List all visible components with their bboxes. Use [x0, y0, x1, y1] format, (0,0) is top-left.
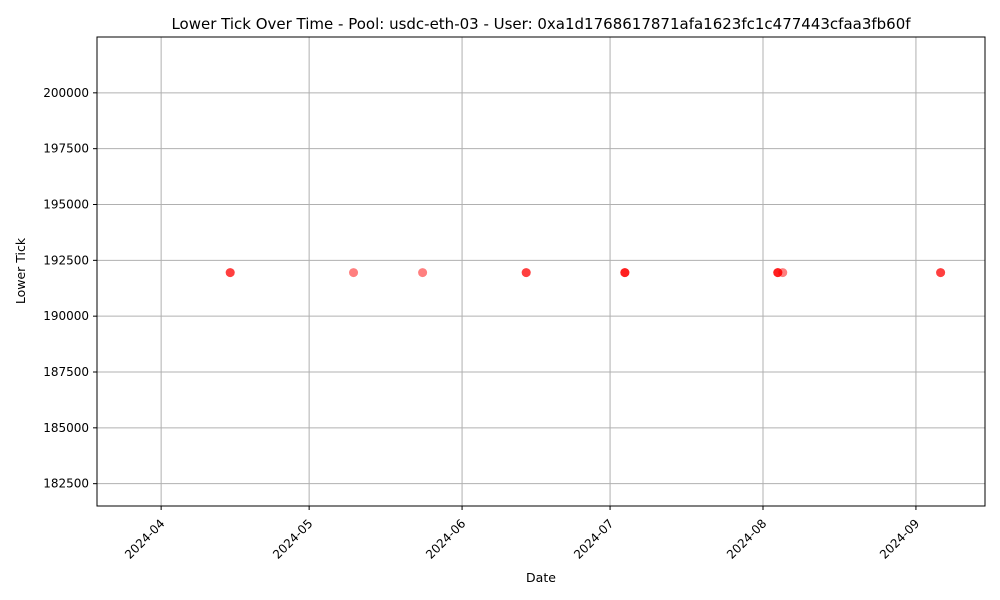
- x-tick-label: 2024-06: [423, 516, 468, 561]
- y-tick-label: 200000: [43, 86, 89, 100]
- y-tick-label: 190000: [43, 309, 89, 323]
- x-tick-label: 2024-08: [724, 516, 769, 561]
- y-tick-label: 182500: [43, 477, 89, 491]
- y-tick-label: 197500: [43, 142, 89, 156]
- grid: [97, 37, 985, 506]
- chart-title: Lower Tick Over Time - Pool: usdc-eth-03…: [171, 15, 911, 33]
- x-tick-label: 2024-05: [270, 516, 315, 561]
- data-point: [620, 268, 630, 278]
- x-tick-label: 2024-09: [877, 516, 922, 561]
- y-tick-label: 192500: [43, 253, 89, 267]
- y-tick-label: 187500: [43, 365, 89, 379]
- data-point: [778, 268, 788, 278]
- data-point: [418, 268, 428, 278]
- x-axis-label: Date: [526, 570, 556, 585]
- data-point: [349, 268, 359, 278]
- axis-ticks: 2024-04 2024-05 2024-06 2024-07 2024-08 2024-…: [43, 86, 922, 562]
- y-axis-label: Lower Tick: [13, 237, 28, 304]
- data-points: [225, 268, 946, 278]
- x-tick-label: 2024-07: [571, 516, 616, 561]
- data-point: [936, 268, 946, 278]
- y-tick-label: 195000: [43, 198, 89, 212]
- y-tick-label: 185000: [43, 421, 89, 435]
- x-tick-label: 2024-04: [122, 516, 167, 561]
- plot-frame: [96, 36, 986, 507]
- data-point: [225, 268, 235, 278]
- data-point: [521, 268, 531, 278]
